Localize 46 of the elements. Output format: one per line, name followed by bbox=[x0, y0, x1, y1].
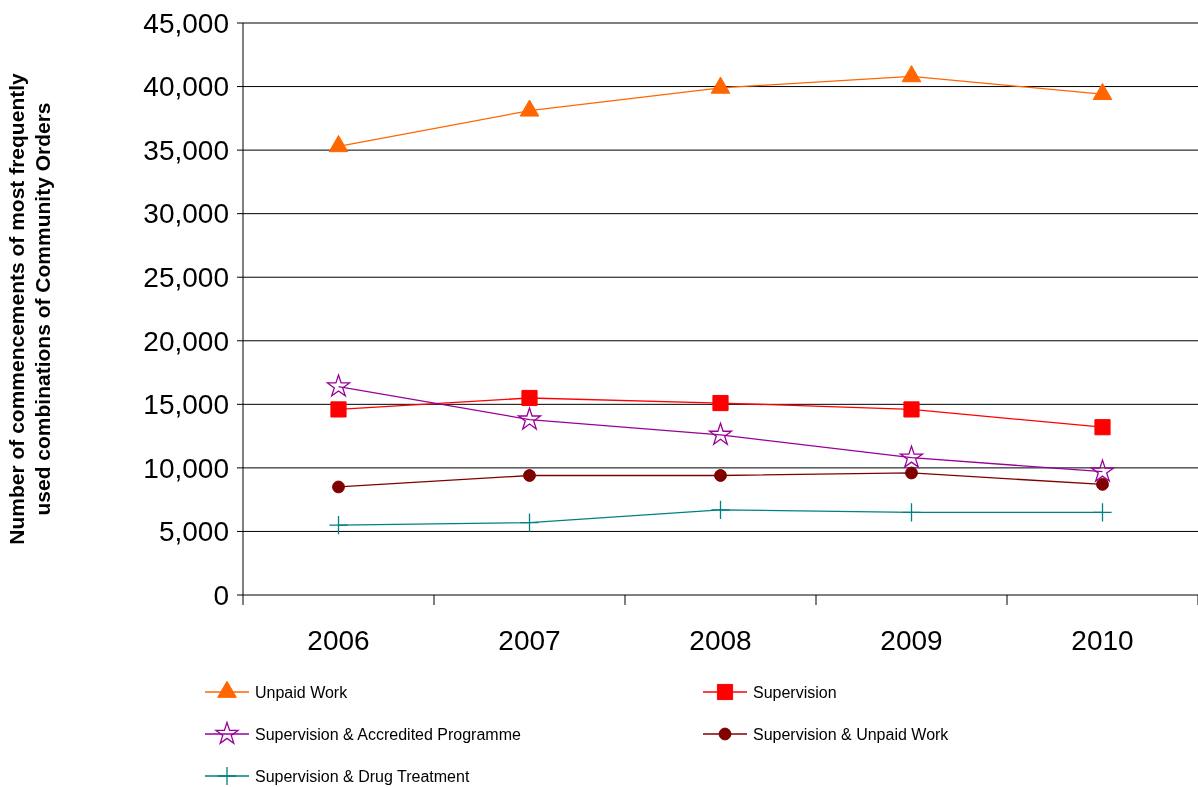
x-tick-label: 2010 bbox=[1071, 625, 1134, 656]
point bbox=[519, 99, 540, 117]
point bbox=[708, 422, 733, 445]
point bbox=[899, 445, 924, 468]
point bbox=[1092, 502, 1113, 523]
point bbox=[521, 389, 538, 407]
y-tick-label: 10,000 bbox=[143, 452, 229, 484]
x-tick-label: 2007 bbox=[498, 625, 561, 656]
x-tick-label: 2008 bbox=[689, 625, 752, 656]
point bbox=[712, 394, 729, 412]
y-tick-label: 0 bbox=[213, 579, 229, 611]
point bbox=[519, 512, 540, 533]
y-tick-label: 40,000 bbox=[143, 71, 229, 103]
y-tick-label: 30,000 bbox=[143, 198, 229, 230]
y-tick-label: 15,000 bbox=[143, 389, 229, 421]
point bbox=[710, 500, 731, 520]
point bbox=[901, 65, 922, 83]
legend-label: Unpaid Work bbox=[255, 683, 349, 701]
point bbox=[332, 480, 345, 494]
point bbox=[1090, 459, 1115, 482]
x-tick-label: 2006 bbox=[307, 625, 370, 656]
legend-label: Supervision & Unpaid Work bbox=[753, 725, 950, 743]
point bbox=[517, 407, 542, 430]
point bbox=[523, 469, 536, 482]
y-tick-label: 20,000 bbox=[143, 325, 229, 357]
legend-label: Supervision & Drug Treatment bbox=[255, 767, 470, 785]
point bbox=[328, 515, 349, 535]
point bbox=[326, 374, 351, 397]
point bbox=[328, 135, 349, 153]
legend-label: Supervision bbox=[753, 683, 837, 701]
point bbox=[1092, 82, 1113, 101]
point bbox=[710, 76, 731, 94]
y-axis-title: Number of commencements of most frequently used combinations of Community Orders bbox=[5, 72, 54, 545]
point bbox=[1096, 478, 1109, 491]
y-tick-label: 25,000 bbox=[143, 262, 229, 294]
point bbox=[905, 466, 918, 480]
point bbox=[330, 401, 347, 418]
point bbox=[1094, 419, 1111, 436]
y-tick-label: 5,000 bbox=[158, 516, 229, 548]
x-tick-label: 2009 bbox=[880, 625, 943, 656]
y-tick-label: 35,000 bbox=[143, 134, 229, 166]
point bbox=[714, 469, 727, 482]
y-tick-label: 45,000 bbox=[143, 7, 229, 39]
legend-label: Supervision & Accredited Programme bbox=[255, 725, 521, 743]
point bbox=[903, 401, 920, 418]
point bbox=[901, 502, 922, 523]
